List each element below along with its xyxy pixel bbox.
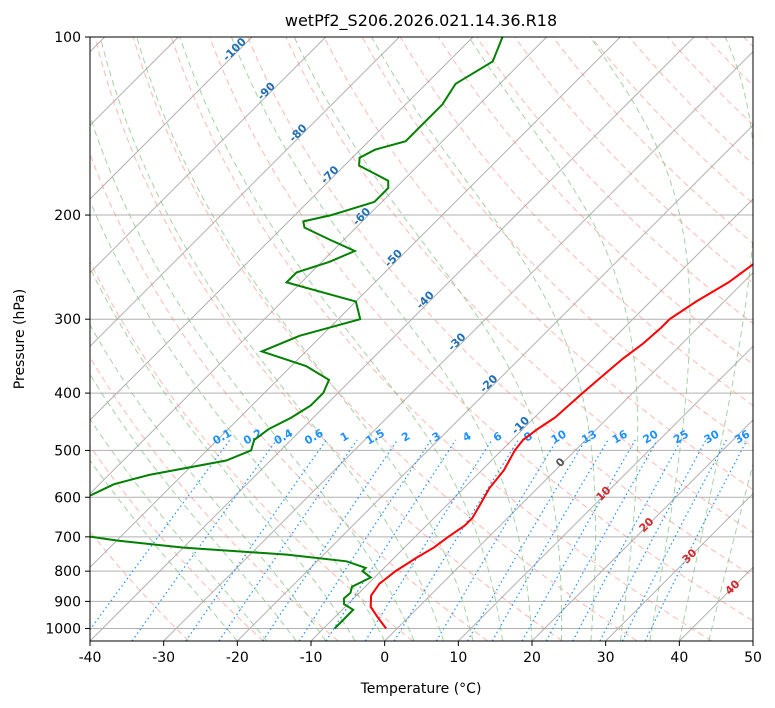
mixing-ratio-line <box>262 439 399 641</box>
dry-adiabat-line <box>514 37 753 284</box>
moist-adiabat-line <box>99 37 445 641</box>
isotherm-line <box>90 37 474 421</box>
isotherm-line <box>457 345 753 641</box>
y-tick-label: 700 <box>54 530 81 546</box>
moist-adiabat-line <box>468 37 639 641</box>
y-tick-label: 100 <box>54 30 81 46</box>
plot-frame <box>89 36 754 642</box>
moist-adiabat-line <box>293 37 563 641</box>
mixing-ratio-line <box>599 439 707 641</box>
mixing-ratio-line <box>644 439 748 641</box>
moist-adiabat-line <box>90 373 297 641</box>
moist-adiabat-line <box>678 37 753 641</box>
y-tick-label: 300 <box>54 312 81 328</box>
isotherm-line <box>90 37 400 348</box>
moist-adiabat-line <box>90 418 268 641</box>
y-tick-label: 400 <box>54 386 81 402</box>
x-tick-label: 30 <box>597 650 615 666</box>
chart-title: wetPf2_S206.2026.021.14.36.R18 <box>285 11 557 31</box>
x-tick-label: -40 <box>79 650 102 666</box>
dry-adiabat-line <box>209 37 753 622</box>
x-tick-label: 10 <box>449 650 467 666</box>
y-axis-ticks: 100 200 300 400 500 600 700 800 900 1000 <box>45 30 90 637</box>
moist-adiabat-line <box>589 37 691 641</box>
moist-adiabats <box>90 37 753 641</box>
mixing-ratio-line <box>466 439 587 641</box>
y-axis-label: Pressure (hPa) <box>12 289 28 389</box>
moist-adiabat-line <box>90 267 356 641</box>
dry-adiabat-line <box>285 37 753 534</box>
x-tick-label: -20 <box>226 650 249 666</box>
dry-adiabat-line <box>247 37 753 577</box>
x-axis-ticks: -40 -30 -20 -10 0 10 20 30 40 50 <box>79 641 762 666</box>
isotherm-line <box>384 271 753 641</box>
y-tick-label: 600 <box>54 490 81 506</box>
isotherm-line <box>90 37 548 495</box>
y-tick-label: 900 <box>54 594 81 610</box>
moist-adiabat-line <box>708 462 753 641</box>
isotherm-line <box>531 419 753 641</box>
mixing-ratio-line <box>298 439 432 641</box>
mixing-ratio-line <box>131 439 278 641</box>
mixing-ratio-lines <box>90 439 748 641</box>
mixing-ratio-line <box>491 439 609 641</box>
y-tick-label: 1000 <box>45 621 81 637</box>
mixing-ratio-line <box>572 439 682 641</box>
dry-adiabat-line <box>94 37 563 641</box>
moist-adiabat-line <box>136 37 474 641</box>
dry-adiabat-line <box>90 445 264 641</box>
dewpoint-series-line <box>90 37 504 630</box>
dry-adiabat-line <box>132 37 638 641</box>
mixing-ratio-line <box>435 439 558 641</box>
x-tick-label: -10 <box>300 650 323 666</box>
dry-adiabat-line <box>323 37 753 491</box>
x-tick-label: 20 <box>523 650 541 666</box>
isotherm-line <box>605 492 753 641</box>
mixing-ratio-line <box>364 439 493 641</box>
mixing-ratio-line <box>393 439 519 641</box>
dry-adiabat-line <box>170 37 712 641</box>
moist-adiabat-line <box>90 200 386 641</box>
pressure-gridlines <box>90 37 753 629</box>
isotherm-line <box>90 37 327 274</box>
x-axis-label: Temperature (°C) <box>360 681 482 697</box>
isotherm-line <box>163 50 753 641</box>
y-tick-label: 800 <box>54 564 81 580</box>
moist-adiabat-line <box>179 37 503 641</box>
mixing-ratio-line <box>521 439 636 641</box>
moist-adiabat-line <box>371 37 597 641</box>
dry-adiabat-line <box>90 260 414 641</box>
moist-adiabat-line <box>90 114 415 641</box>
x-tick-label: 50 <box>744 650 762 666</box>
x-tick-label: 40 <box>670 650 688 666</box>
x-tick-label: -30 <box>152 650 175 666</box>
isotherm-line <box>90 37 695 641</box>
isotherm-line <box>236 124 753 641</box>
dry-adiabat-line <box>476 37 753 325</box>
mixing-ratio-line <box>621 439 727 641</box>
mixing-ratio-line <box>545 439 658 641</box>
y-tick-label: 200 <box>54 208 81 224</box>
plot-area: 0.1 0.2 0.4 0.6 1 1.5 2 3 4 6 8 10 13 16 20 25 30 36 -100… <box>90 37 753 641</box>
x-tick-label: 0 <box>380 650 389 666</box>
isotherm-line <box>90 37 253 200</box>
moist-adiabat-line <box>90 323 327 641</box>
y-tick-label: 500 <box>54 443 81 459</box>
moist-adiabat-line <box>230 37 533 641</box>
temperature-series-line <box>369 263 753 630</box>
